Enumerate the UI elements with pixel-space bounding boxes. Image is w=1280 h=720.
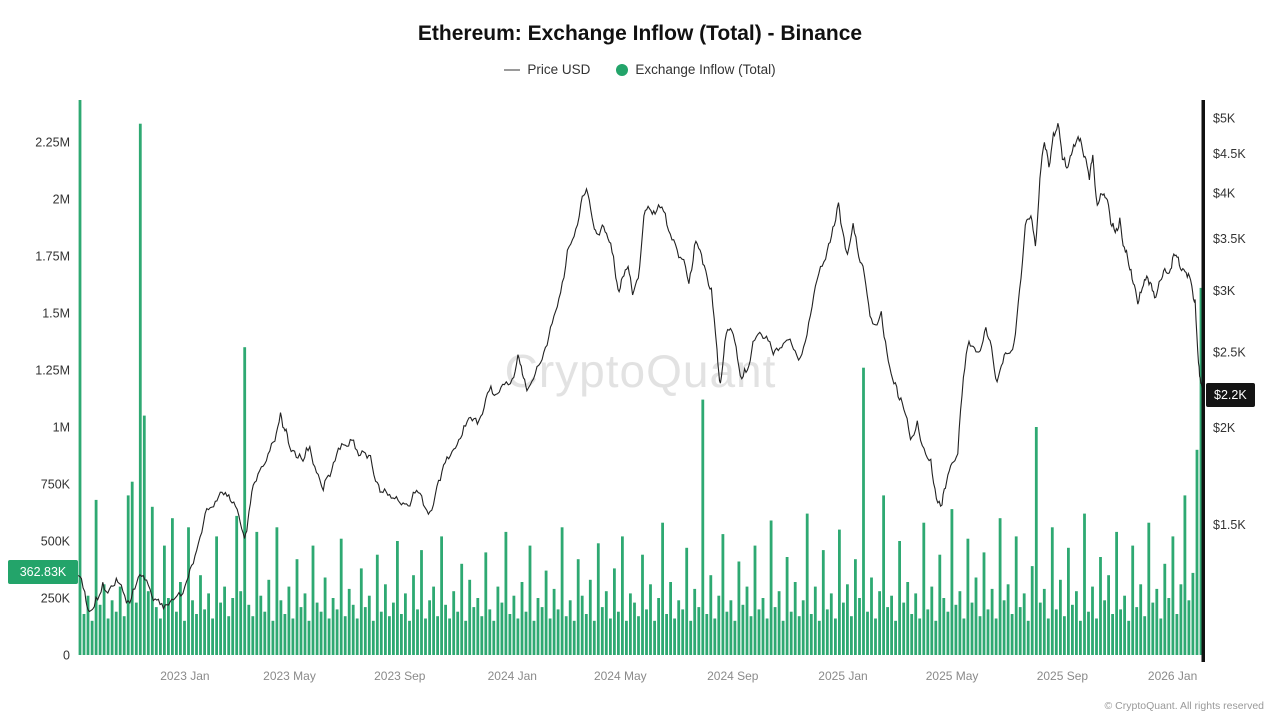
- right-axis-tick: $3.5K: [1213, 232, 1246, 246]
- x-axis-tick: 2026 Jan: [1148, 669, 1197, 683]
- right-axis-tick: $2.5K: [1213, 346, 1246, 360]
- x-axis-tick: 2024 May: [594, 669, 647, 683]
- right-axis-tick: $5K: [1213, 111, 1236, 125]
- inflow-bars: [78, 100, 1203, 655]
- right-axis-tick: $3K: [1213, 284, 1236, 298]
- x-axis-tick: 2024 Jan: [488, 669, 537, 683]
- right-axis-line: [1201, 100, 1205, 662]
- legend: Price USD Exchange Inflow (Total): [0, 62, 1280, 77]
- legend-price-label: Price USD: [527, 62, 591, 77]
- price-line: [77, 123, 1204, 613]
- x-axis-tick: 2024 Sep: [707, 669, 759, 683]
- left-axis-tick: 2.25M: [35, 136, 70, 150]
- left-axis-tick: 750K: [41, 478, 71, 492]
- x-axis-tick: 2023 Jan: [160, 669, 209, 683]
- copyright-notice: © CryptoQuant. All rights reserved: [1104, 700, 1264, 712]
- legend-inflow-label: Exchange Inflow (Total): [635, 62, 776, 77]
- left-axis-tick: 0: [63, 649, 70, 663]
- right-axis-tick: $1.5K: [1213, 518, 1246, 532]
- inflow-dot-icon: [616, 63, 629, 76]
- left-axis-tick: 500K: [41, 535, 71, 549]
- x-axis-tick: 2025 Sep: [1037, 669, 1089, 683]
- left-axis-tick: 1.5M: [42, 307, 70, 321]
- right-axis-tick: $4K: [1213, 187, 1236, 201]
- current-price-badge: $2.2K: [1206, 383, 1255, 407]
- right-axis-tick: $4.5K: [1213, 147, 1246, 161]
- x-axis-tick: 2023 May: [263, 669, 316, 683]
- x-axis-tick: 2025 Jan: [818, 669, 867, 683]
- right-axis-tick: $2K: [1213, 421, 1236, 435]
- x-axis-tick: 2025 May: [926, 669, 979, 683]
- left-axis-tick: 1.25M: [35, 364, 70, 378]
- left-axis-tick: 250K: [41, 592, 71, 606]
- left-axis-tick: 1M: [53, 421, 70, 435]
- legend-item-price[interactable]: Price USD: [504, 62, 590, 77]
- left-axis-tick: 1.75M: [35, 250, 70, 264]
- left-axis-tick: 2M: [53, 193, 70, 207]
- axis-ticks: 0 250K 500K 750K 1M 1.25M 1.5M 1.75M 2M 2.25M $1.5…: [35, 111, 1246, 683]
- price-line-icon: [504, 68, 521, 71]
- current-inflow-badge: 362.83K: [8, 560, 78, 584]
- x-axis-tick: 2023 Sep: [374, 669, 426, 683]
- legend-item-inflow[interactable]: Exchange Inflow (Total): [616, 62, 776, 77]
- chart-title: Ethereum: Exchange Inflow (Total) - Bina…: [417, 22, 863, 45]
